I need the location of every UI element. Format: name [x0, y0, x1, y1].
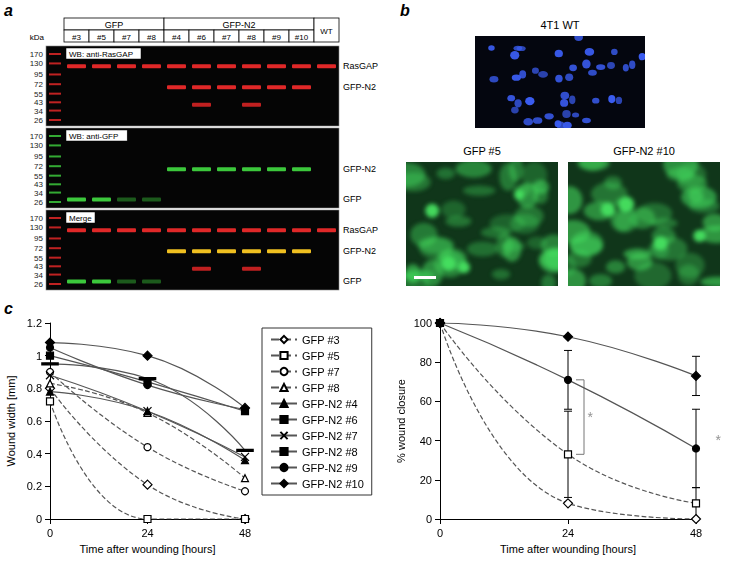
- svg-text:#6: #6: [197, 33, 206, 42]
- svg-text:170: 170: [30, 132, 44, 141]
- svg-text:1: 1: [36, 350, 42, 362]
- svg-text:GFP #7: GFP #7: [302, 366, 340, 378]
- svg-text:0.8: 0.8: [27, 382, 42, 394]
- svg-text:GFP-N2 #9: GFP-N2 #9: [302, 462, 358, 474]
- svg-text:#8: #8: [247, 33, 256, 42]
- svg-text:80: 80: [420, 356, 432, 368]
- svg-text:170: 170: [30, 214, 44, 223]
- svg-text:c: c: [4, 300, 13, 317]
- svg-text:#7: #7: [222, 33, 231, 42]
- svg-text:Wound width [mm]: Wound width [mm]: [5, 376, 17, 467]
- svg-text:48: 48: [239, 527, 251, 539]
- svg-text:*: *: [716, 432, 722, 448]
- svg-text:GFP-N2: GFP-N2: [343, 246, 376, 256]
- svg-text:GFP-N2: GFP-N2: [343, 82, 376, 92]
- svg-text:72: 72: [34, 80, 43, 89]
- svg-text:130: 130: [30, 59, 44, 68]
- svg-text:48: 48: [690, 527, 702, 539]
- svg-text:GFP-N2 #10: GFP-N2 #10: [302, 478, 364, 490]
- svg-text:72: 72: [34, 244, 43, 253]
- svg-text:43: 43: [34, 262, 43, 272]
- svg-text:170: 170: [30, 50, 44, 59]
- svg-text:43: 43: [34, 98, 43, 108]
- svg-text:Time after wounding [hours]: Time after wounding [hours]: [80, 543, 216, 555]
- svg-text:kDa: kDa: [30, 33, 45, 42]
- svg-text:43: 43: [34, 180, 43, 190]
- svg-text:26: 26: [34, 198, 43, 207]
- svg-text:26: 26: [34, 280, 43, 289]
- svg-text:GFP #5: GFP #5: [302, 350, 340, 362]
- svg-text:24: 24: [562, 527, 574, 539]
- svg-text:GFP-N2 #6: GFP-N2 #6: [302, 414, 358, 426]
- svg-text:1.2: 1.2: [27, 317, 42, 329]
- svg-text:100: 100: [414, 317, 432, 329]
- svg-text:Merge: Merge: [69, 214, 92, 223]
- svg-text:#5: #5: [97, 33, 106, 42]
- svg-text:0.6: 0.6: [27, 415, 42, 427]
- svg-text:a: a: [4, 2, 13, 19]
- svg-text:34: 34: [34, 107, 43, 116]
- svg-text:GFP-N2: GFP-N2: [343, 164, 376, 174]
- svg-text:34: 34: [34, 271, 43, 280]
- svg-text:GFP-N2 #4: GFP-N2 #4: [302, 398, 358, 410]
- svg-text:#9: #9: [272, 33, 281, 42]
- svg-text:RasGAP: RasGAP: [343, 61, 378, 71]
- svg-text:24: 24: [141, 527, 153, 539]
- svg-text:GFP: GFP: [105, 20, 124, 30]
- svg-text:GFP #8: GFP #8: [302, 382, 340, 394]
- svg-text:GFP: GFP: [343, 194, 362, 204]
- svg-text:GFP-N2 #7: GFP-N2 #7: [302, 430, 358, 442]
- svg-text:GFP: GFP: [343, 276, 362, 286]
- svg-text:95: 95: [34, 152, 43, 161]
- svg-text:#4: #4: [172, 33, 181, 42]
- svg-text:60: 60: [420, 395, 432, 407]
- svg-text:130: 130: [30, 223, 44, 232]
- svg-text:0: 0: [426, 513, 432, 525]
- svg-text:40: 40: [420, 435, 432, 447]
- svg-text:72: 72: [34, 162, 43, 171]
- svg-text:GFP-N2: GFP-N2: [222, 20, 255, 30]
- svg-text:55: 55: [34, 254, 43, 263]
- svg-text:55: 55: [34, 172, 43, 181]
- svg-text:0: 0: [47, 527, 53, 539]
- svg-text:*: *: [588, 409, 594, 425]
- svg-text:GFP #5: GFP #5: [463, 145, 501, 157]
- svg-text:GFP #3: GFP #3: [302, 334, 340, 346]
- svg-text:WB: anti-RasGAP: WB: anti-RasGAP: [69, 50, 133, 59]
- svg-text:130: 130: [30, 141, 44, 150]
- svg-text:Time after wounding [hours]: Time after wounding [hours]: [500, 543, 636, 555]
- svg-text:RasGAP: RasGAP: [343, 225, 378, 235]
- svg-text:0.4: 0.4: [27, 448, 42, 460]
- svg-text:GFP-N2 #8: GFP-N2 #8: [302, 446, 358, 458]
- svg-text:#3: #3: [72, 33, 81, 42]
- svg-text:#10: #10: [295, 33, 309, 42]
- svg-text:WB: anti-GFP: WB: anti-GFP: [69, 132, 118, 141]
- svg-text:95: 95: [34, 70, 43, 79]
- svg-text:0: 0: [437, 527, 443, 539]
- svg-text:% wound closure: % wound closure: [395, 379, 407, 463]
- svg-text:#8: #8: [147, 33, 156, 42]
- svg-text:0.2: 0.2: [27, 480, 42, 492]
- svg-text:26: 26: [34, 116, 43, 125]
- svg-text:55: 55: [34, 90, 43, 99]
- svg-text:34: 34: [34, 189, 43, 198]
- svg-text:#7: #7: [122, 33, 131, 42]
- svg-text:b: b: [400, 2, 410, 19]
- svg-text:4T1 WT: 4T1 WT: [540, 19, 579, 31]
- svg-text:GFP-N2 #10: GFP-N2 #10: [613, 145, 675, 157]
- svg-text:95: 95: [34, 234, 43, 243]
- svg-text:0: 0: [36, 513, 42, 525]
- svg-text:WT: WT: [320, 27, 333, 36]
- svg-text:20: 20: [420, 474, 432, 486]
